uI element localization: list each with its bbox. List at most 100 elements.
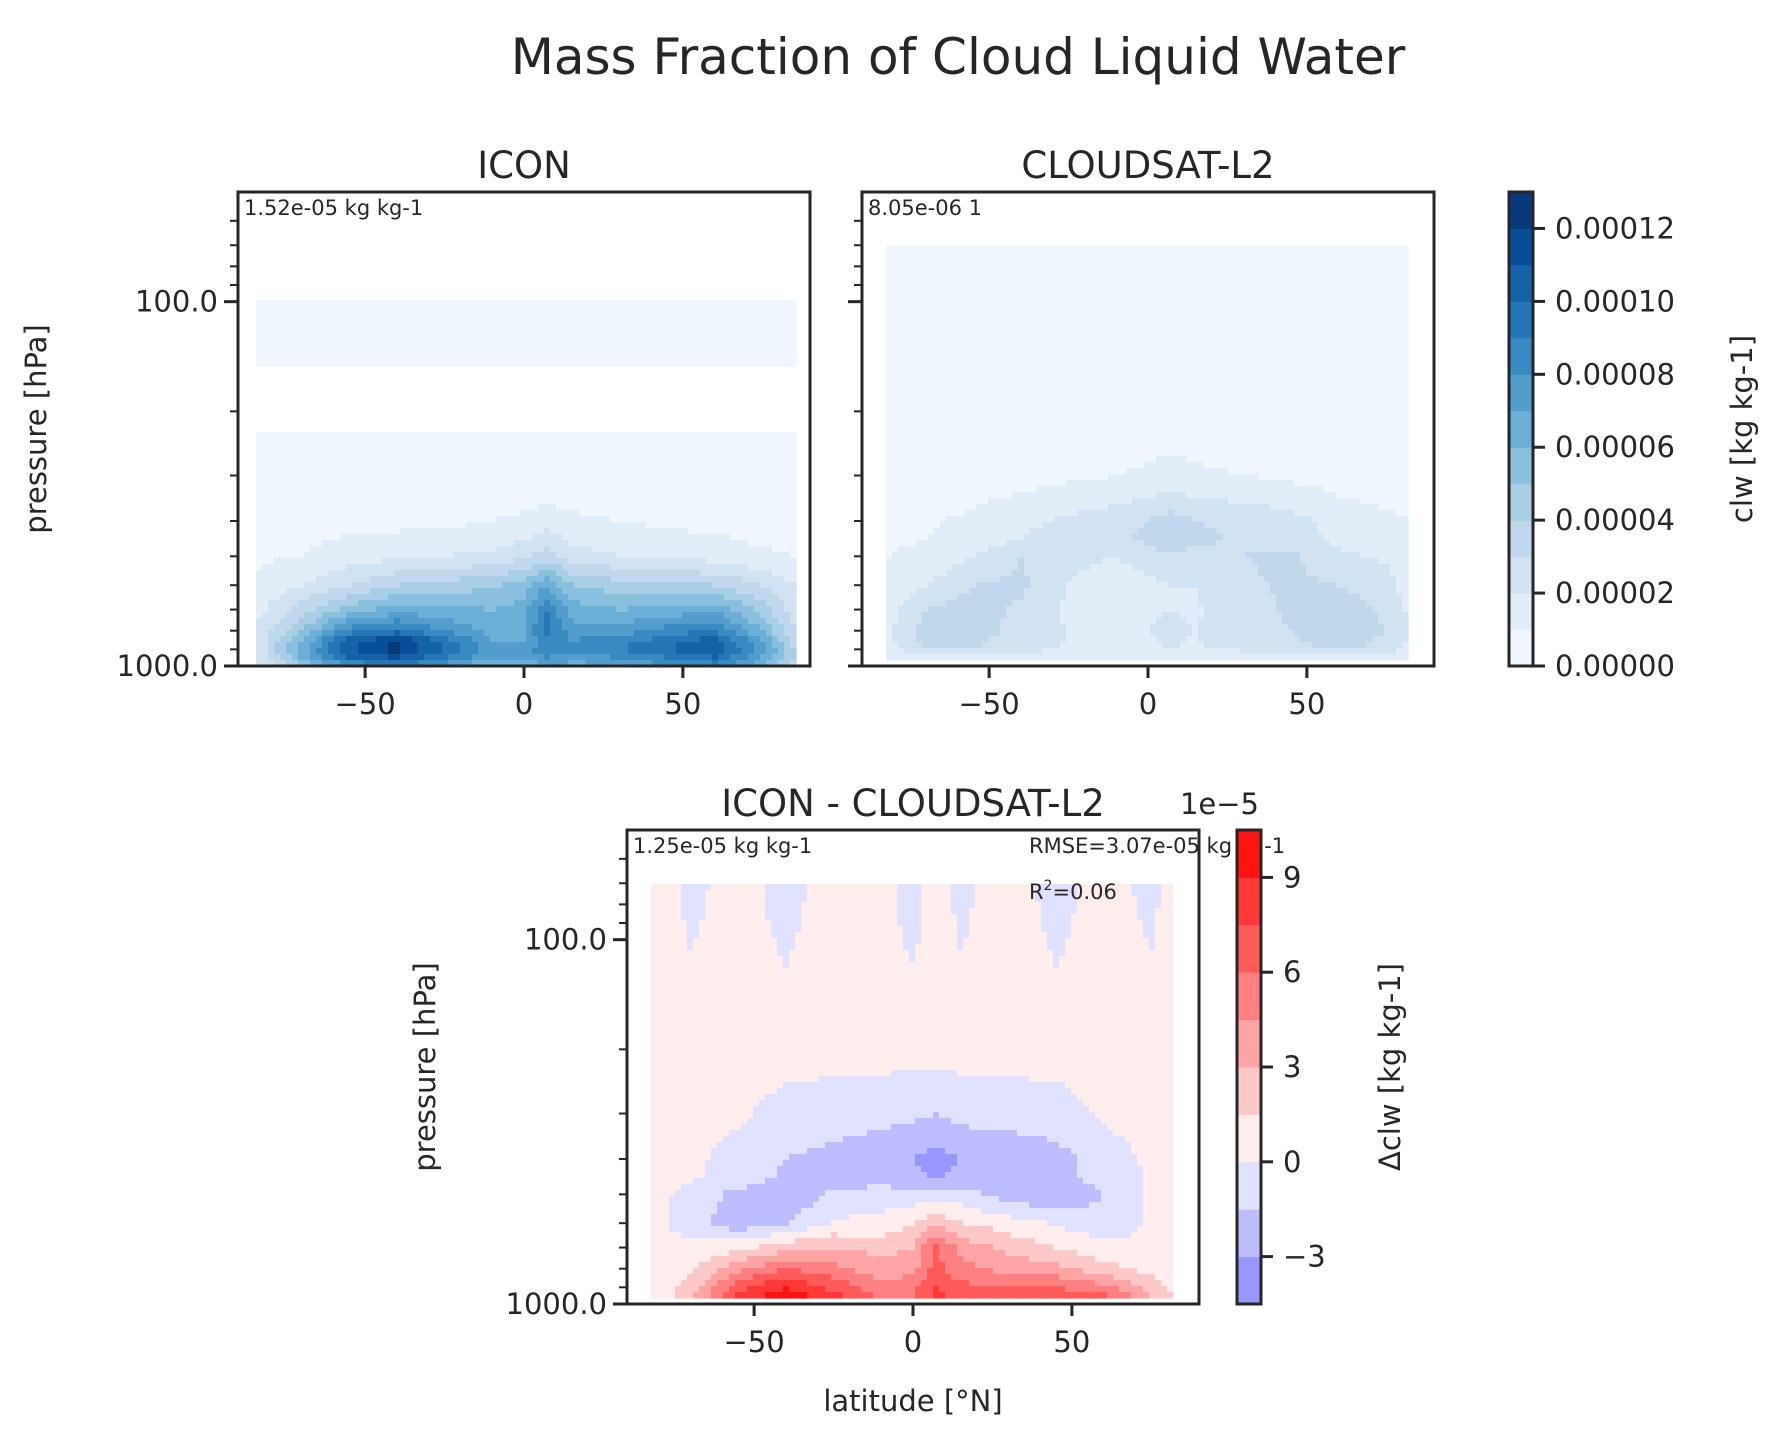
field-cell [598,432,605,439]
field-cell [598,438,605,445]
field-cell [394,474,401,481]
field-cell [310,612,317,619]
field-cell [634,582,641,589]
field-cell [610,306,617,313]
field-cell [622,594,629,601]
field-cell [556,618,563,625]
field-cell [322,348,329,355]
field-cell [340,546,347,553]
field-cell [724,564,731,571]
field-cell [418,456,425,463]
field-cell [262,330,269,337]
field-cell [604,444,611,451]
field-cell [496,606,503,613]
field-cell [430,342,437,349]
field-cell [544,306,551,313]
field-cell [472,540,479,547]
field-cell [676,588,683,595]
field-cell [382,588,389,595]
field-cell [760,468,767,475]
field-cell [550,450,557,457]
field-cell [322,618,329,625]
field-cell [364,570,371,577]
field-cell [1198,270,1205,277]
field-cell [418,444,425,451]
field-cell [424,360,431,367]
field-cell [640,504,647,511]
field-cell [340,336,347,343]
field-cell [280,456,287,463]
field-cell [658,354,665,361]
field-cell [304,522,311,529]
field-cell [352,660,359,667]
field-cell [628,600,635,607]
field-cell [424,312,431,319]
field-cell [1294,252,1301,259]
field-cell [418,636,425,643]
field-cell [406,342,413,349]
field-cell [616,546,623,553]
field-cell [490,660,497,667]
field-cell [256,456,263,463]
field-cell [1096,246,1103,253]
field-cell [526,474,533,481]
field-cell [1258,246,1265,253]
field-cell [346,552,353,559]
field-cell [292,492,299,499]
field-cell [496,630,503,637]
field-cell [472,630,479,637]
field-cell [292,450,299,457]
field-cell [556,306,563,313]
field-cell [772,318,779,325]
field-cell [316,438,323,445]
field-cell [412,570,419,577]
field-cell [358,462,365,469]
field-cell [496,540,503,547]
field-cell [514,654,521,661]
field-cell [514,594,521,601]
field-cell [382,594,389,601]
field-cell [304,600,311,607]
field-cell [388,570,395,577]
field-cell [580,324,587,331]
field-cell [496,594,503,601]
field-cell [448,438,455,445]
field-cell [556,558,563,565]
field-cell [784,360,791,367]
field-cells [886,246,1409,661]
field-cell [490,630,497,637]
field-cell [634,486,641,493]
field-cell [370,612,377,619]
field-cell [712,480,719,487]
field-cell [286,630,293,637]
field-cell [688,330,695,337]
field-cell [526,312,533,319]
field-cell [472,588,479,595]
field-cell [352,312,359,319]
field-cell [646,444,653,451]
field-cell [694,534,701,541]
field-cell [748,462,755,469]
field-cell [730,456,737,463]
field-cell [316,462,323,469]
field-cell [532,474,539,481]
field-cell [700,360,707,367]
field-cell [586,504,593,511]
field-cell [520,468,527,475]
field-cell [280,624,287,631]
field-cell [754,438,761,445]
field-cell [742,594,749,601]
field-cell [364,654,371,661]
field-cell [490,312,497,319]
field-cell [364,546,371,553]
field-cell [532,354,539,361]
field-cell [724,540,731,547]
field-cell [496,546,503,553]
field-cell [262,522,269,529]
field-cell [370,594,377,601]
field-cell [286,504,293,511]
field-cell [1372,252,1379,259]
field-cell [340,462,347,469]
field-cell [418,534,425,541]
field-cell [376,360,383,367]
